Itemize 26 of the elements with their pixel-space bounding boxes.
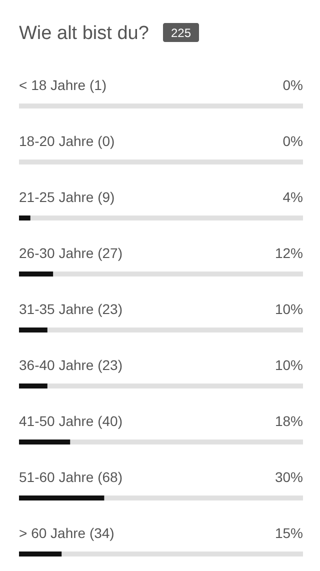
bar (19, 552, 62, 556)
data-label: 30% (274, 469, 303, 485)
y-tick-label: 26-30 Jahre (27) (19, 245, 123, 261)
data-label: 10% (274, 357, 303, 373)
y-tick-label: 51-60 Jahre (68) (19, 469, 123, 485)
data-label: 18% (274, 413, 303, 429)
y-tick-label: > 60 Jahre (34) (19, 525, 114, 541)
text: 225 (170, 26, 192, 40)
bar (19, 272, 54, 276)
bar (19, 384, 48, 388)
bar (19, 328, 48, 332)
bar (19, 216, 30, 220)
bar (19, 440, 70, 444)
y-tick-label: 21-25 Jahre (9) (19, 189, 115, 205)
y-tick-label: 18-20 Jahre (0) (19, 133, 115, 149)
data-label: 4% (282, 189, 303, 205)
data-label: 15% (274, 525, 303, 541)
data-label: 12% (274, 245, 303, 261)
chart-title: Wie alt bist du? (19, 23, 149, 44)
data-label: 0% (282, 77, 303, 93)
y-tick-label: 31-35 Jahre (23) (19, 301, 123, 317)
y-tick-label: < 18 Jahre (1) (19, 77, 107, 93)
data-label: 10% (274, 301, 303, 317)
data-label: 0% (282, 133, 303, 149)
y-tick-label: 41-50 Jahre (40) (19, 413, 123, 429)
y-tick-label: 36-40 Jahre (23) (19, 357, 123, 373)
